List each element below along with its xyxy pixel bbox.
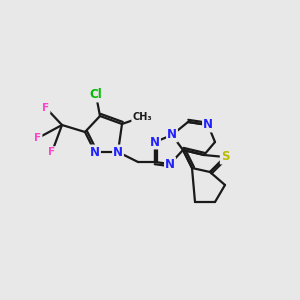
Text: S: S (221, 151, 229, 164)
Text: Cl: Cl (90, 88, 102, 101)
Text: N: N (90, 146, 100, 158)
Text: N: N (150, 136, 160, 148)
Text: CH₃: CH₃ (132, 112, 152, 122)
Text: F: F (42, 103, 50, 113)
Text: N: N (203, 118, 213, 131)
Text: F: F (48, 147, 56, 157)
Text: N: N (165, 158, 175, 170)
Text: F: F (34, 133, 42, 143)
Text: N: N (167, 128, 177, 142)
Text: N: N (113, 146, 123, 158)
